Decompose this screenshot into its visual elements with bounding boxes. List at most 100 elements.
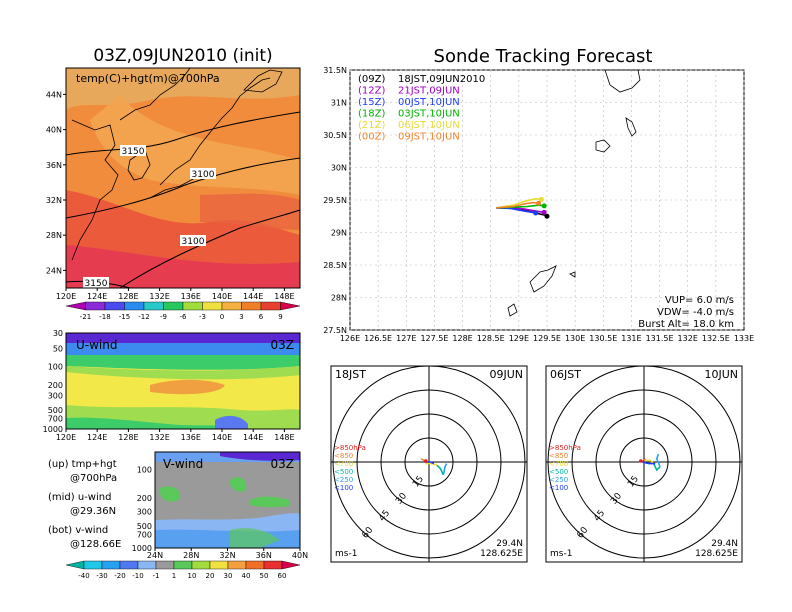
hodograph-trace [436,464,445,476]
u-wind-x-tick-label: 124E [87,433,107,442]
v-wind-y-tick-label: 1000 [132,544,152,553]
hodograph-time: 18JST [335,368,366,381]
track-x-ticks: 126E 126.5E 127E 127.5E 128E 128.5E 129E 129.5E… [340,334,754,343]
colorbar-label: -40 [78,572,89,580]
sonde-track-panel: (09Z) 18JST,09JUN2010 (12Z) 21JST,09JUN (15Z… [323,66,754,343]
map-x-tick-label: 128E [118,292,138,301]
hodograph-trace [655,453,661,468]
track-x-tick-label: 132E [678,334,698,343]
hodograph-legend-item: <700 [549,460,568,468]
colorbar-label: 50 [260,572,269,580]
colorbar-label: 3 [239,313,243,321]
hodograph-legend-item: <700 [334,460,353,468]
annotation-up-line2: @700hPa [70,473,117,484]
u-wind-x-tick-label: 120E [56,433,76,442]
colorbar-label: -21 [80,313,91,321]
hodograph-legend-item: <100 [549,484,568,492]
track-x-tick-label: 129.5E [533,334,561,343]
track-x-tick-label: 131E [621,334,641,343]
hodograph-legend-item: <850 [334,452,353,460]
colorbar-swatch [263,560,283,570]
map-y-tick-label: 36N [46,161,62,170]
hodograph-time: 06JST [550,368,581,381]
colorbar-label: 60 [278,572,287,580]
hodograph-unit: ms-1 [550,549,572,559]
track-legend-run: (09Z) [358,74,385,85]
map-x-tick-label: 132E [149,292,169,301]
track-y-tick-label: 29.5N [323,196,347,205]
colorbar-label: -20 [114,572,125,580]
v-wind-y-tick-label: 200 [137,494,152,503]
u-wind-label: U-wind [76,338,117,352]
hodograph-date: 10JUN [704,368,738,381]
hodograph-trace [652,463,661,472]
colorbar-label: 10 [188,572,197,580]
left-title: 03Z,09JUN2010 (init) [93,46,272,66]
sonde-track-endpoint [538,196,544,202]
v-wind-x-tick-label: 40N [292,551,308,560]
colorbar-swatch [104,301,125,311]
v-wind-time: 03Z [271,457,295,471]
v-wind-x-tick-label: 24N [147,551,163,560]
colorbar-label: -10 [132,572,143,580]
hodograph-trace [642,461,656,465]
u-wind-x-tick-label: 132E [149,433,169,442]
track-legend-label: 06JST,10JUN [398,120,460,131]
colorbar-label: -12 [138,313,149,321]
colorbar-label: 20 [206,572,215,580]
track-legend-run: (12Z) [358,86,385,97]
u-wind-panel: U-wind 03Z 120E 124E 128E 132E 136E 140E 144E 1… [43,329,301,442]
u-wind-y-tick-label: 700 [48,414,63,423]
colorbar-swatch [281,560,301,570]
colorbar-swatch [182,301,203,311]
track-x-tick-label: 131.5E [646,334,674,343]
track-y-tick-label: 28.5N [323,261,347,270]
track-legend-run: (15Z) [358,97,385,108]
hodograph-origin-marker [639,459,643,463]
u-wind-x-tick-label: 144E [243,433,263,442]
track-x-tick-label: 130E [565,334,585,343]
map-y-tick-label: 24N [46,266,62,275]
colorbar-swatch [101,560,121,570]
colorbar-swatch [155,560,175,570]
hodograph-lon: 128.625E [480,549,523,559]
map-x-tick-label: 148E [274,292,294,301]
colorbar-label: -9 [160,313,167,321]
contour-label: 3150 [85,279,108,289]
v-wind-x-tick-label: 36N [256,551,272,560]
colorbar-swatch [173,560,193,570]
colorbar-label: 6 [259,313,264,321]
colorbar-swatch [124,301,145,311]
track-x-tick-label: 126E [340,334,360,343]
track-x-tick-label: 128E [452,334,472,343]
colorbar-label: 30 [224,572,233,580]
track-y-tick-label: 31N [331,99,347,108]
colorbar-swatch [65,301,86,311]
u-wind-y-tick-label: 50 [53,344,63,353]
annotation-up-line1: (up) tmp+hgt [48,459,117,470]
annotation-bot-line1: (bot) v-wind [48,525,108,536]
v-wind-y-tick-label: 500 [137,522,152,531]
hodograph-legend-item: >850hPa [549,444,581,452]
map-x-tick-label: 120E [56,292,76,301]
track-x-tick-label: 132.5E [702,334,730,343]
v-wind-y-tick-label: 700 [137,531,152,540]
track-legend-run: (18Z) [358,109,385,120]
map-x-tick-label: 124E [87,292,107,301]
map-y-ticks: 24N 28N 32N 36N 40N 44N [46,90,66,275]
colorbar-label: 40 [242,572,251,580]
track-legend: (09Z) 18JST,09JUN2010 (12Z) 21JST,09JUN (15Z… [358,74,485,143]
track-legend-run: (00Z) [358,132,385,143]
temp-height-panel: 3150 3100 3100 3150 temp(C)+hgt(m)@700hP… [46,67,301,301]
u-wind-x-tick-label: 128E [118,433,138,442]
colorbar-label: 9 [278,313,282,321]
contour-label: 3100 [182,237,205,247]
map-y-tick-label: 32N [46,196,62,205]
u-wind-y-tick-label: 1000 [43,425,63,434]
track-legend-label: 03JST,10JUN [398,109,460,120]
v-wind-x-ticks: 24N 28N 32N 36N 40N [147,548,308,560]
